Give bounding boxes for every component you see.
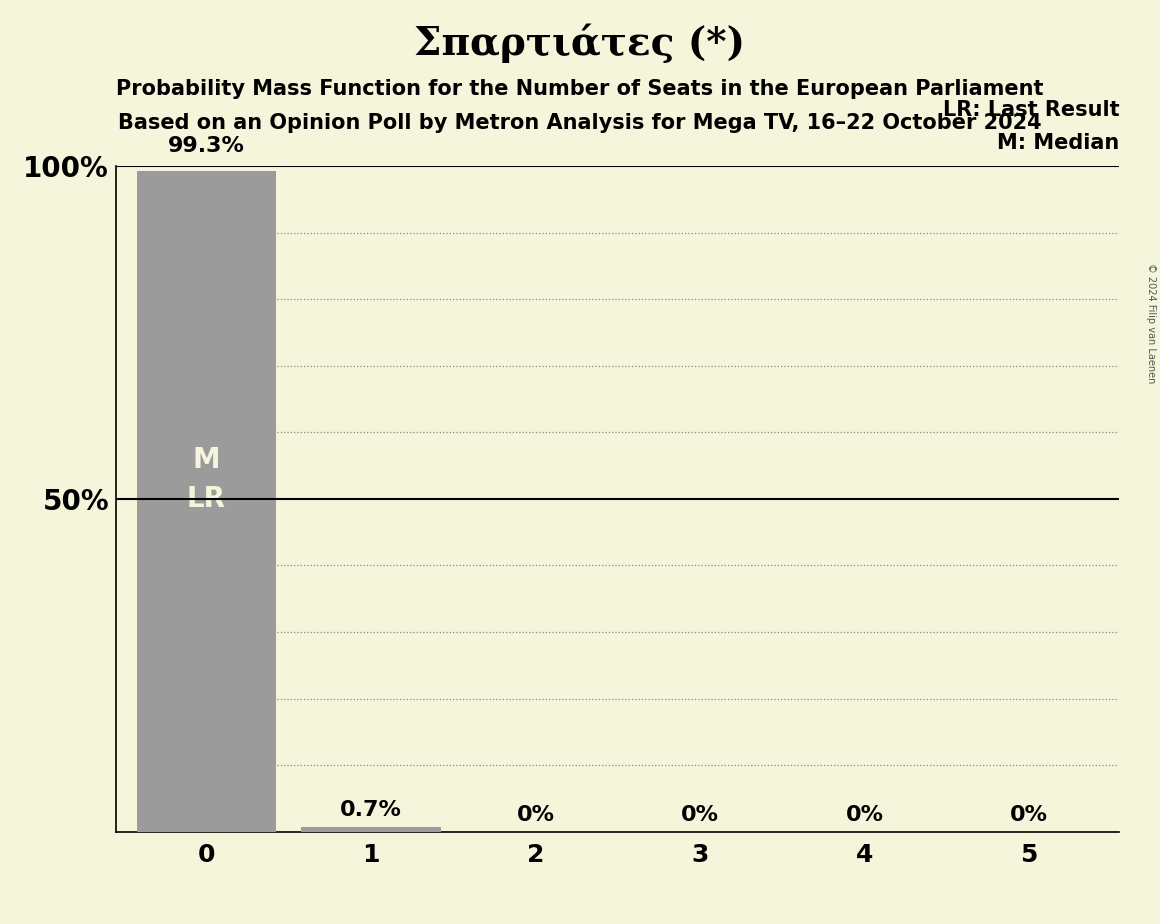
Text: Based on an Opinion Poll by Metron Analysis for Mega TV, 16–22 October 2024: Based on an Opinion Poll by Metron Analy… (118, 113, 1042, 133)
Text: 0%: 0% (681, 805, 719, 825)
Text: 0%: 0% (846, 805, 884, 825)
Text: © 2024 Filip van Laenen: © 2024 Filip van Laenen (1146, 263, 1155, 383)
Bar (137, 171, 276, 832)
Text: LR: Last Result: LR: Last Result (943, 100, 1119, 120)
Text: M
LR: M LR (187, 445, 226, 513)
Text: 99.3%: 99.3% (168, 137, 245, 156)
Text: 0.7%: 0.7% (340, 800, 401, 821)
Text: Σπαρτιάτες (*): Σπαρτιάτες (*) (414, 23, 746, 63)
Text: 0%: 0% (516, 805, 554, 825)
Text: M: Median: M: Median (998, 133, 1119, 153)
Text: 0%: 0% (1010, 805, 1047, 825)
Bar (302, 827, 441, 832)
Text: Probability Mass Function for the Number of Seats in the European Parliament: Probability Mass Function for the Number… (116, 79, 1044, 99)
